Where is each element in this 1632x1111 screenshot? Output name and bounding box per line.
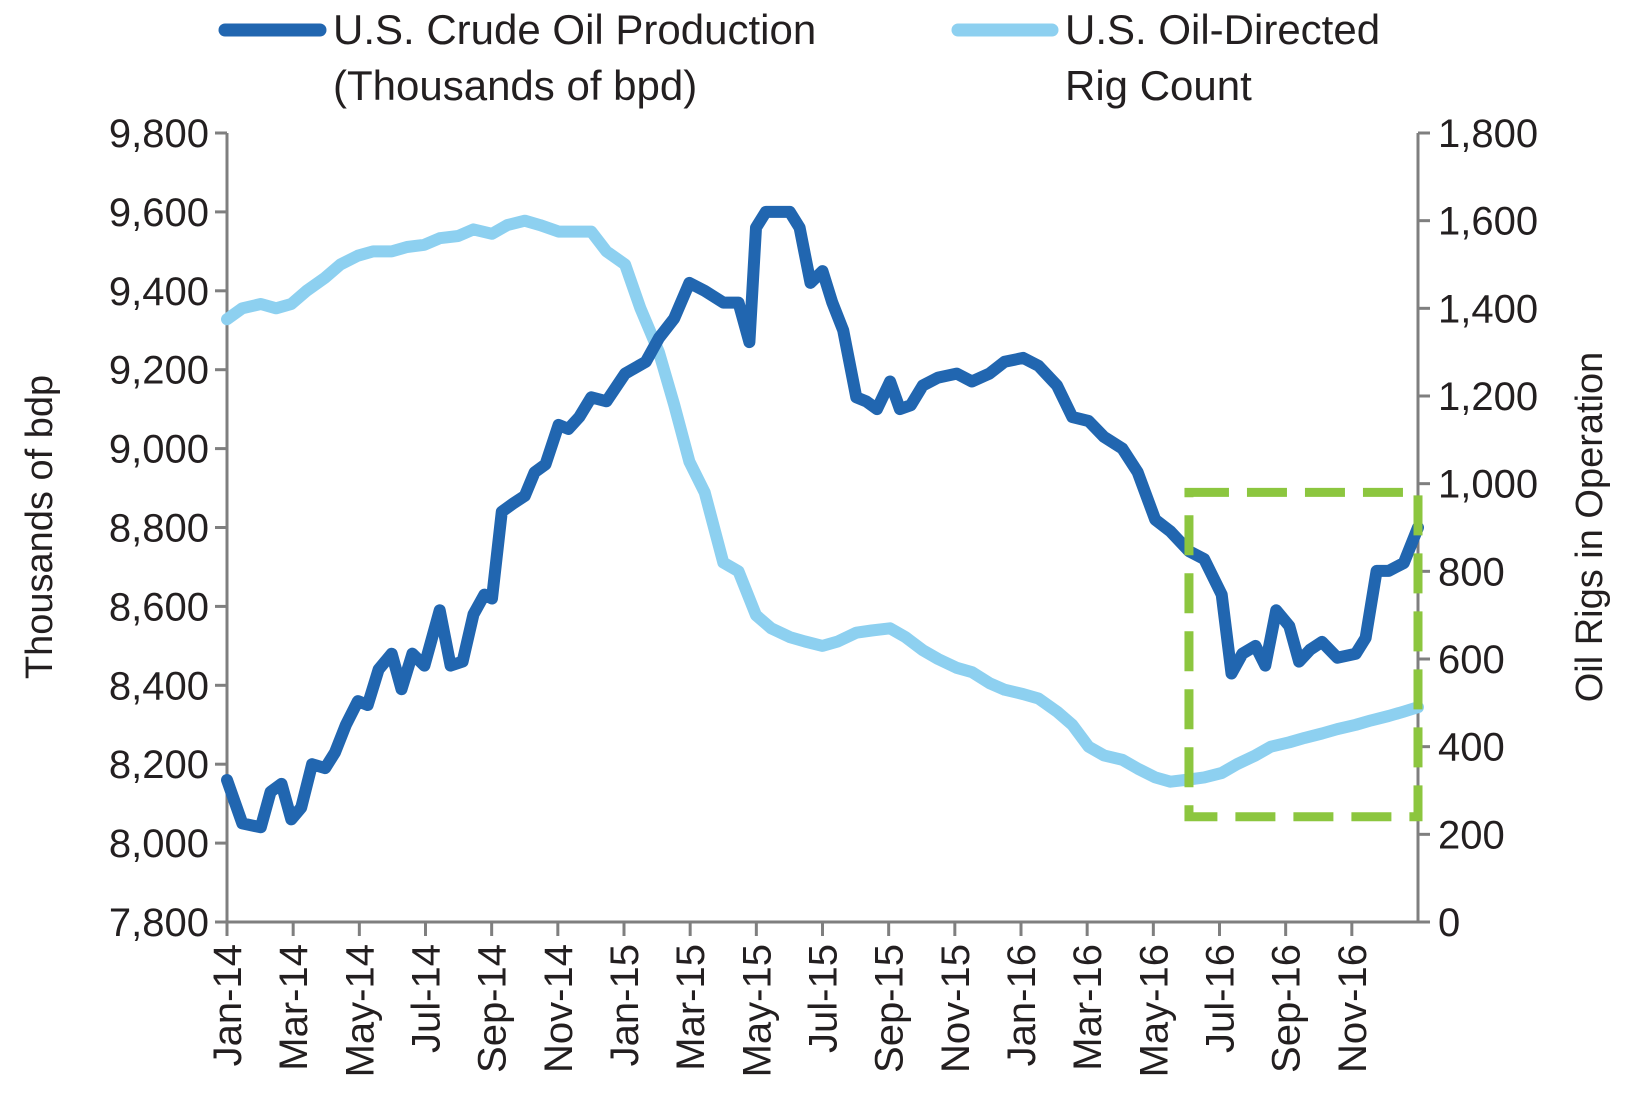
left-y-tick-label-7: 9,200 [109, 349, 209, 393]
dashed-highlight-box-0 [1184, 487, 1423, 822]
legend-label-rig-count-line-2: Rig Count [1065, 62, 1252, 109]
x-tick-label-jul-14: Jul-14 [405, 944, 449, 1053]
right-y-tick-label-1: 200 [1438, 813, 1505, 857]
legend-label-production-line-1: U.S. Crude Oil Production [333, 6, 816, 53]
left-y-tick-label-4: 8,600 [109, 585, 209, 629]
right-y-tick-label-2: 400 [1438, 726, 1505, 770]
x-tick-label-may-15: May-15 [735, 944, 779, 1077]
right-y-tick-label-8: 1,600 [1438, 200, 1538, 244]
right-y-tick-label-5: 1,000 [1438, 463, 1538, 507]
legend-label-rig-count-line-1: U.S. Oil-Directed [1065, 6, 1380, 53]
annotation-group [1184, 487, 1423, 822]
left-y-tick-label-2: 8,200 [109, 743, 209, 787]
left-y-tick-label-0: 7,800 [109, 901, 209, 945]
left-y-tick-label-3: 8,400 [109, 664, 209, 708]
x-tick-label-jul-15: Jul-15 [802, 944, 846, 1053]
left-y-tick-label-9: 9,600 [109, 191, 209, 235]
right-y-tick-label-3: 600 [1438, 638, 1505, 682]
x-tick-label-may-14: May-14 [338, 944, 382, 1077]
x-tick-label-mar-16: Mar-16 [1066, 944, 1110, 1071]
x-tick-label-sep-15: Sep-15 [868, 944, 912, 1073]
x-tick-label-jan-16: Jan-16 [1000, 944, 1044, 1066]
left-y-tick-label-5: 8,800 [109, 507, 209, 551]
series-group [221, 205, 1424, 834]
left-axis-title: Thousands of bdp [19, 375, 61, 679]
series-line-u-s-oil-directed-rig-count [221, 214, 1424, 788]
x-tick-label-sep-14: Sep-14 [471, 944, 515, 1073]
left-y-tick-label-10: 9,800 [109, 112, 209, 156]
right-y-tick-label-7: 1,400 [1438, 287, 1538, 331]
x-tick-label-nov-14: Nov-14 [537, 944, 581, 1073]
x-tick-label-mar-15: Mar-15 [669, 944, 713, 1071]
x-ticks: Jan-14 Mar-14 May-14 Jul-14 Sep-14 Nov-14 Jan-… [206, 922, 1375, 1077]
right-y-ticks: 0 200 400 600 800 1,000 1,200 1,400 1,600 1,800 [1418, 112, 1538, 945]
right-y-tick-label-0: 0 [1438, 901, 1460, 945]
x-tick-label-may-16: May-16 [1132, 944, 1176, 1077]
right-axis-title: Oil Rigs in Operation [1569, 352, 1611, 703]
series-line-u-s-crude-oil-production-thousands-of-bpd [221, 205, 1424, 834]
right-y-tick-label-6: 1,200 [1438, 375, 1538, 419]
left-y-ticks: 7,800 8,000 8,200 8,400 8,600 8,800 9,000 9,200… [109, 112, 227, 945]
x-tick-label-nov-15: Nov-15 [934, 944, 978, 1073]
x-tick-label-jul-16: Jul-16 [1199, 944, 1243, 1053]
left-y-tick-label-6: 9,000 [109, 428, 209, 472]
right-y-tick-label-9: 1,800 [1438, 112, 1538, 156]
left-y-tick-label-8: 9,400 [109, 270, 209, 314]
x-tick-label-sep-16: Sep-16 [1265, 944, 1309, 1073]
left-y-tick-label-1: 8,000 [109, 822, 209, 866]
right-y-tick-label-4: 800 [1438, 550, 1505, 594]
legend-label-production-line-2: (Thousands of bpd) [333, 62, 697, 109]
legend: U.S. Crude Oil Production (Thousands of … [218, 6, 1380, 109]
axes: 7,800 8,000 8,200 8,400 8,600 8,800 9,000 9,200… [109, 112, 1538, 1077]
x-tick-label-jan-15: Jan-15 [603, 944, 647, 1066]
x-tick-label-nov-16: Nov-16 [1331, 944, 1375, 1073]
x-tick-label-mar-14: Mar-14 [272, 944, 316, 1071]
x-tick-label-jan-14: Jan-14 [206, 944, 250, 1066]
